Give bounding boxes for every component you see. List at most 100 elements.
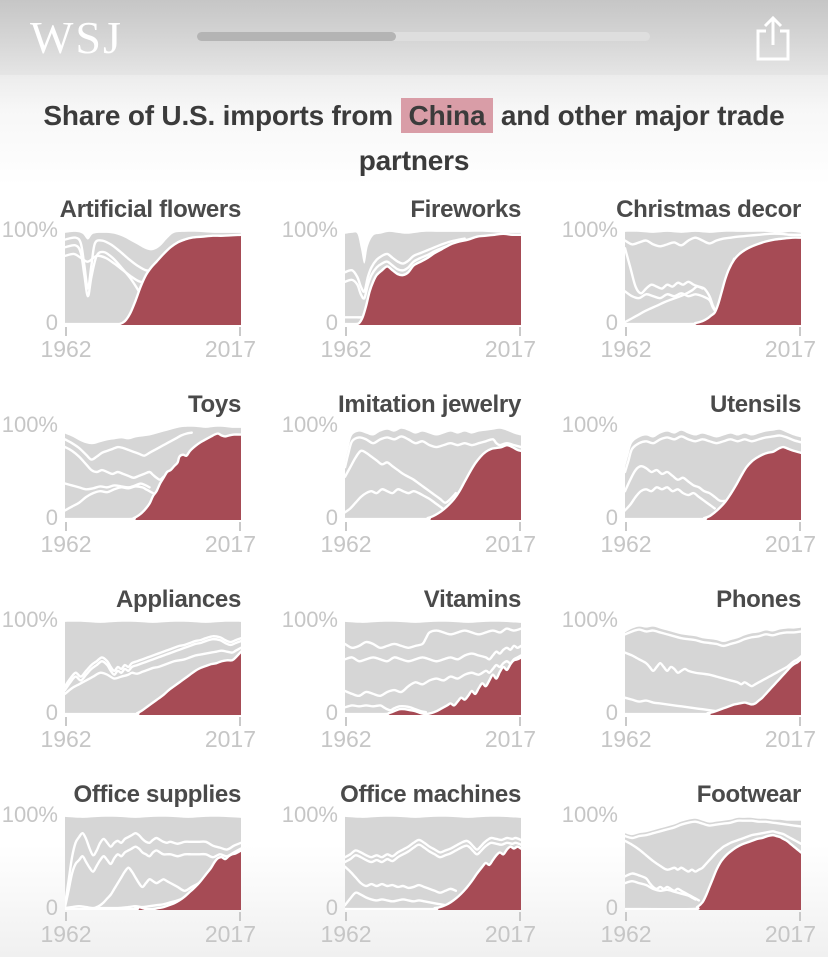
y-axis-min-label: 0 [325,699,338,725]
x-axis-ticks [345,325,521,336]
plot-area: 100% 0 [562,804,801,918]
x-axis-start-label: 1962 [600,921,652,947]
x-axis-labels: 1962 2017 [40,336,256,362]
y-axis-max-label: 100% [1,802,58,828]
x-axis-start-label: 1962 [600,336,652,362]
x-axis-end-label: 2017 [484,336,536,362]
title-prefix: Share of U.S. imports from [43,100,393,131]
x-axis-end-label: 2017 [204,726,256,752]
x-axis-labels: 1962 2017 [320,726,536,752]
story-progress-fill [197,32,397,41]
plot-area: 100% 0 [562,414,801,528]
x-axis-start-label: 1962 [40,726,92,752]
chart-cell: Appliances 100% 0 1962 2017 [2,585,256,752]
x-axis-tick-left [65,912,67,921]
y-axis-max-label: 100% [281,217,338,243]
chart-title: Artificial flowers [59,196,242,223]
chart-title: Office supplies [73,781,241,808]
x-axis-start-label: 1962 [40,336,92,362]
y-axis-min-label: 0 [325,894,338,920]
area-chart-svg [65,816,241,910]
x-axis-ticks [625,910,801,921]
y-axis-min-label: 0 [605,894,618,920]
area-chart-svg [345,621,521,715]
plot-area: 100% 0 [282,804,521,918]
x-axis-tick-right [799,912,801,921]
x-axis-labels: 1962 2017 [40,726,256,752]
area-chart-svg [65,426,241,520]
y-axis-max-label: 100% [281,802,338,828]
plot-area: 100% 0 [2,219,241,333]
plot-area: 100% 0 [282,414,521,528]
area-chart-svg [625,231,801,325]
y-axis-min-label: 0 [45,504,58,530]
x-axis-start-label: 1962 [600,726,652,752]
y-axis-min-label: 0 [605,699,618,725]
chart-cell: Artificial flowers 100% 0 1962 2017 [2,195,256,362]
x-axis-tick-left [65,327,67,336]
share-icon [752,14,794,62]
x-axis-tick-right [239,912,241,921]
story-progress-bar[interactable] [197,32,650,41]
x-axis-end-label: 2017 [764,726,816,752]
y-axis-min-label: 0 [45,894,58,920]
x-axis-tick-left [625,912,627,921]
x-axis-tick-left [345,717,347,726]
x-axis-tick-left [345,522,347,531]
x-axis-tick-left [625,327,627,336]
x-axis-labels: 1962 2017 [320,336,536,362]
chart-cell: Footwear 100% 0 1962 2017 [562,780,816,947]
x-axis-ticks [345,910,521,921]
x-axis-ticks [345,715,521,726]
chart-cell: Vitamins 100% 0 1962 2017 [282,585,536,752]
y-axis-min-label: 0 [45,309,58,335]
x-axis-start-label: 1962 [320,921,372,947]
x-axis-end-label: 2017 [484,921,536,947]
x-axis-tick-right [799,717,801,726]
x-axis-ticks [625,325,801,336]
x-axis-ticks [65,715,241,726]
x-axis-end-label: 2017 [764,531,816,557]
x-axis-ticks [65,520,241,531]
x-axis-ticks [625,715,801,726]
x-axis-labels: 1962 2017 [600,336,816,362]
x-axis-start-label: 1962 [40,921,92,947]
x-axis-tick-right [799,522,801,531]
y-axis-max-label: 100% [561,412,618,438]
chart-cell: Imitation jewelry 100% 0 1962 2017 [282,390,536,557]
x-axis-end-label: 2017 [484,726,536,752]
x-axis-labels: 1962 2017 [320,921,536,947]
x-axis-end-label: 2017 [484,531,536,557]
plot-area: 100% 0 [282,219,521,333]
x-axis-tick-left [65,717,67,726]
y-axis-max-label: 100% [561,217,618,243]
y-axis-max-label: 100% [1,412,58,438]
area-chart-svg [625,817,801,910]
chart-title: Toys [187,391,241,418]
x-axis-labels: 1962 2017 [600,726,816,752]
y-axis-max-label: 100% [1,607,58,633]
y-axis-min-label: 0 [45,699,58,725]
chart-title: Appliances [115,586,241,613]
x-axis-tick-right [239,522,241,531]
x-axis-ticks [625,520,801,531]
chart-cell: Office supplies 100% 0 1962 2017 [2,780,256,947]
charts-grid: Artificial flowers 100% 0 1962 2017 Fire… [0,183,828,947]
x-axis-tick-left [625,717,627,726]
chart-title: Fireworks [410,196,521,223]
plot-area: 100% 0 [562,219,801,333]
x-axis-tick-right [519,522,521,531]
x-axis-tick-right [519,717,521,726]
share-button[interactable] [752,14,794,62]
x-axis-end-label: 2017 [764,336,816,362]
y-axis-min-label: 0 [605,504,618,530]
area-chart-svg [65,231,241,325]
x-axis-tick-right [519,912,521,921]
y-axis-min-label: 0 [325,309,338,335]
chart-cell: Fireworks 100% 0 1962 2017 [282,195,536,362]
y-axis-min-label: 0 [325,504,338,530]
chart-cell: Toys 100% 0 1962 2017 [2,390,256,557]
chart-title: Utensils [710,391,801,418]
x-axis-tick-left [345,912,347,921]
x-axis-tick-right [519,327,521,336]
